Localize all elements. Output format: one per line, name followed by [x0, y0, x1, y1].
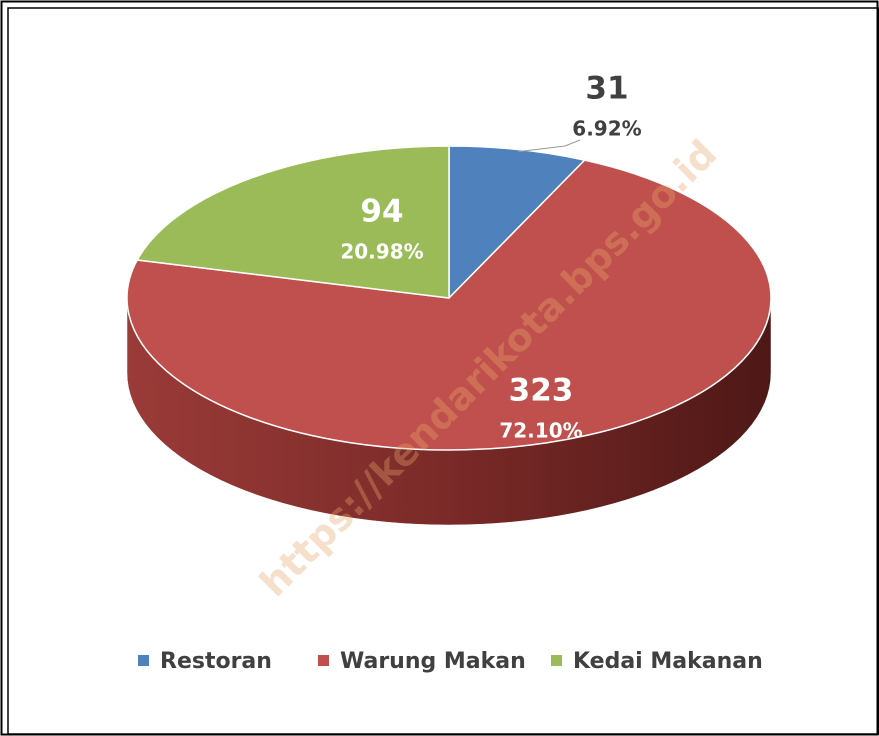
legend-label: Warung Makan: [340, 649, 526, 674]
legend-swatch: [318, 655, 329, 666]
inner-frame: [7, 7, 879, 735]
pie: 31 6.92% 323 72.10% 94 20.98%: [126, 71, 772, 526]
slice: [136, 145, 450, 299]
percentage-label: 20.98%: [340, 240, 423, 264]
value-label: 31: [585, 71, 628, 107]
legend: Restoran Warung Makan Kedai Makanan: [138, 649, 763, 674]
percentage-label: 72.10%: [499, 419, 582, 443]
value-label: 94: [360, 194, 403, 230]
percentage-label: 6.92%: [572, 117, 641, 141]
slice: [448, 145, 587, 300]
legend-label: Kedai Makanan: [573, 649, 763, 674]
value-label: 323: [509, 373, 574, 409]
legend-label: Restoran: [160, 649, 272, 674]
legend-swatch: [138, 655, 149, 666]
leader-line: [518, 139, 581, 153]
slice: [126, 159, 772, 451]
legend-swatch: [551, 655, 562, 666]
